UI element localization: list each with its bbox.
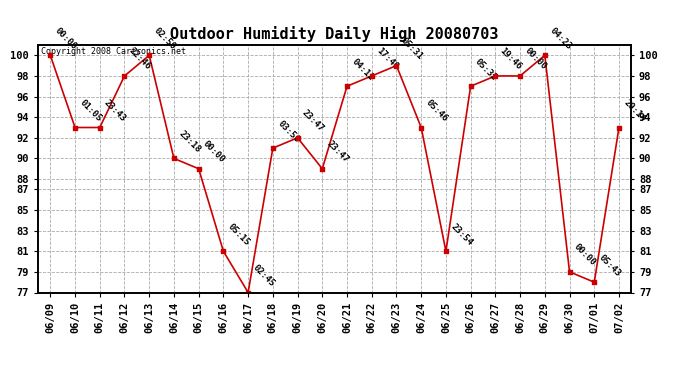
Point: [589, 279, 600, 285]
Point: [70, 124, 81, 130]
Text: 05:43: 05:43: [597, 253, 622, 278]
Text: 04:12: 04:12: [350, 57, 375, 82]
Text: 03:56: 03:56: [275, 118, 301, 144]
Text: 00:00: 00:00: [53, 26, 79, 51]
Text: 02:45: 02:45: [251, 263, 276, 288]
Title: Outdoor Humidity Daily High 20080703: Outdoor Humidity Daily High 20080703: [170, 27, 499, 42]
Point: [342, 83, 353, 89]
Text: 23:47: 23:47: [325, 139, 351, 165]
Text: 23:43: 23:43: [103, 98, 128, 123]
Text: 05:31: 05:31: [400, 36, 424, 62]
Point: [243, 290, 254, 296]
Point: [45, 52, 56, 58]
Text: 00:00: 00:00: [201, 139, 227, 165]
Point: [144, 52, 155, 58]
Point: [465, 83, 476, 89]
Text: Copyright 2008 Cartronics.net: Copyright 2008 Cartronics.net: [41, 48, 186, 57]
Text: 23:18: 23:18: [177, 129, 202, 154]
Text: 22:46: 22:46: [127, 46, 152, 72]
Text: 19:46: 19:46: [498, 46, 524, 72]
Text: 01:05: 01:05: [78, 98, 104, 123]
Text: 20:14: 20:14: [622, 98, 647, 123]
Point: [119, 73, 130, 79]
Point: [515, 73, 526, 79]
Point: [292, 135, 303, 141]
Point: [267, 145, 278, 151]
Point: [391, 63, 402, 69]
Point: [613, 124, 624, 130]
Point: [440, 248, 451, 254]
Point: [317, 166, 328, 172]
Text: 05:46: 05:46: [424, 98, 449, 123]
Point: [564, 269, 575, 275]
Point: [168, 155, 179, 161]
Point: [193, 166, 204, 172]
Point: [490, 73, 501, 79]
Text: 17:40: 17:40: [375, 46, 400, 72]
Point: [95, 124, 106, 130]
Text: 02:50: 02:50: [152, 26, 177, 51]
Text: 23:47: 23:47: [300, 108, 326, 134]
Point: [366, 73, 377, 79]
Text: 23:54: 23:54: [448, 222, 474, 247]
Point: [415, 124, 426, 130]
Text: 04:23: 04:23: [548, 26, 573, 51]
Text: 00:00: 00:00: [572, 242, 598, 268]
Point: [218, 248, 229, 254]
Text: 05:15: 05:15: [226, 222, 252, 247]
Point: [540, 52, 551, 58]
Text: 05:32: 05:32: [473, 57, 499, 82]
Text: 00:00: 00:00: [523, 46, 549, 72]
